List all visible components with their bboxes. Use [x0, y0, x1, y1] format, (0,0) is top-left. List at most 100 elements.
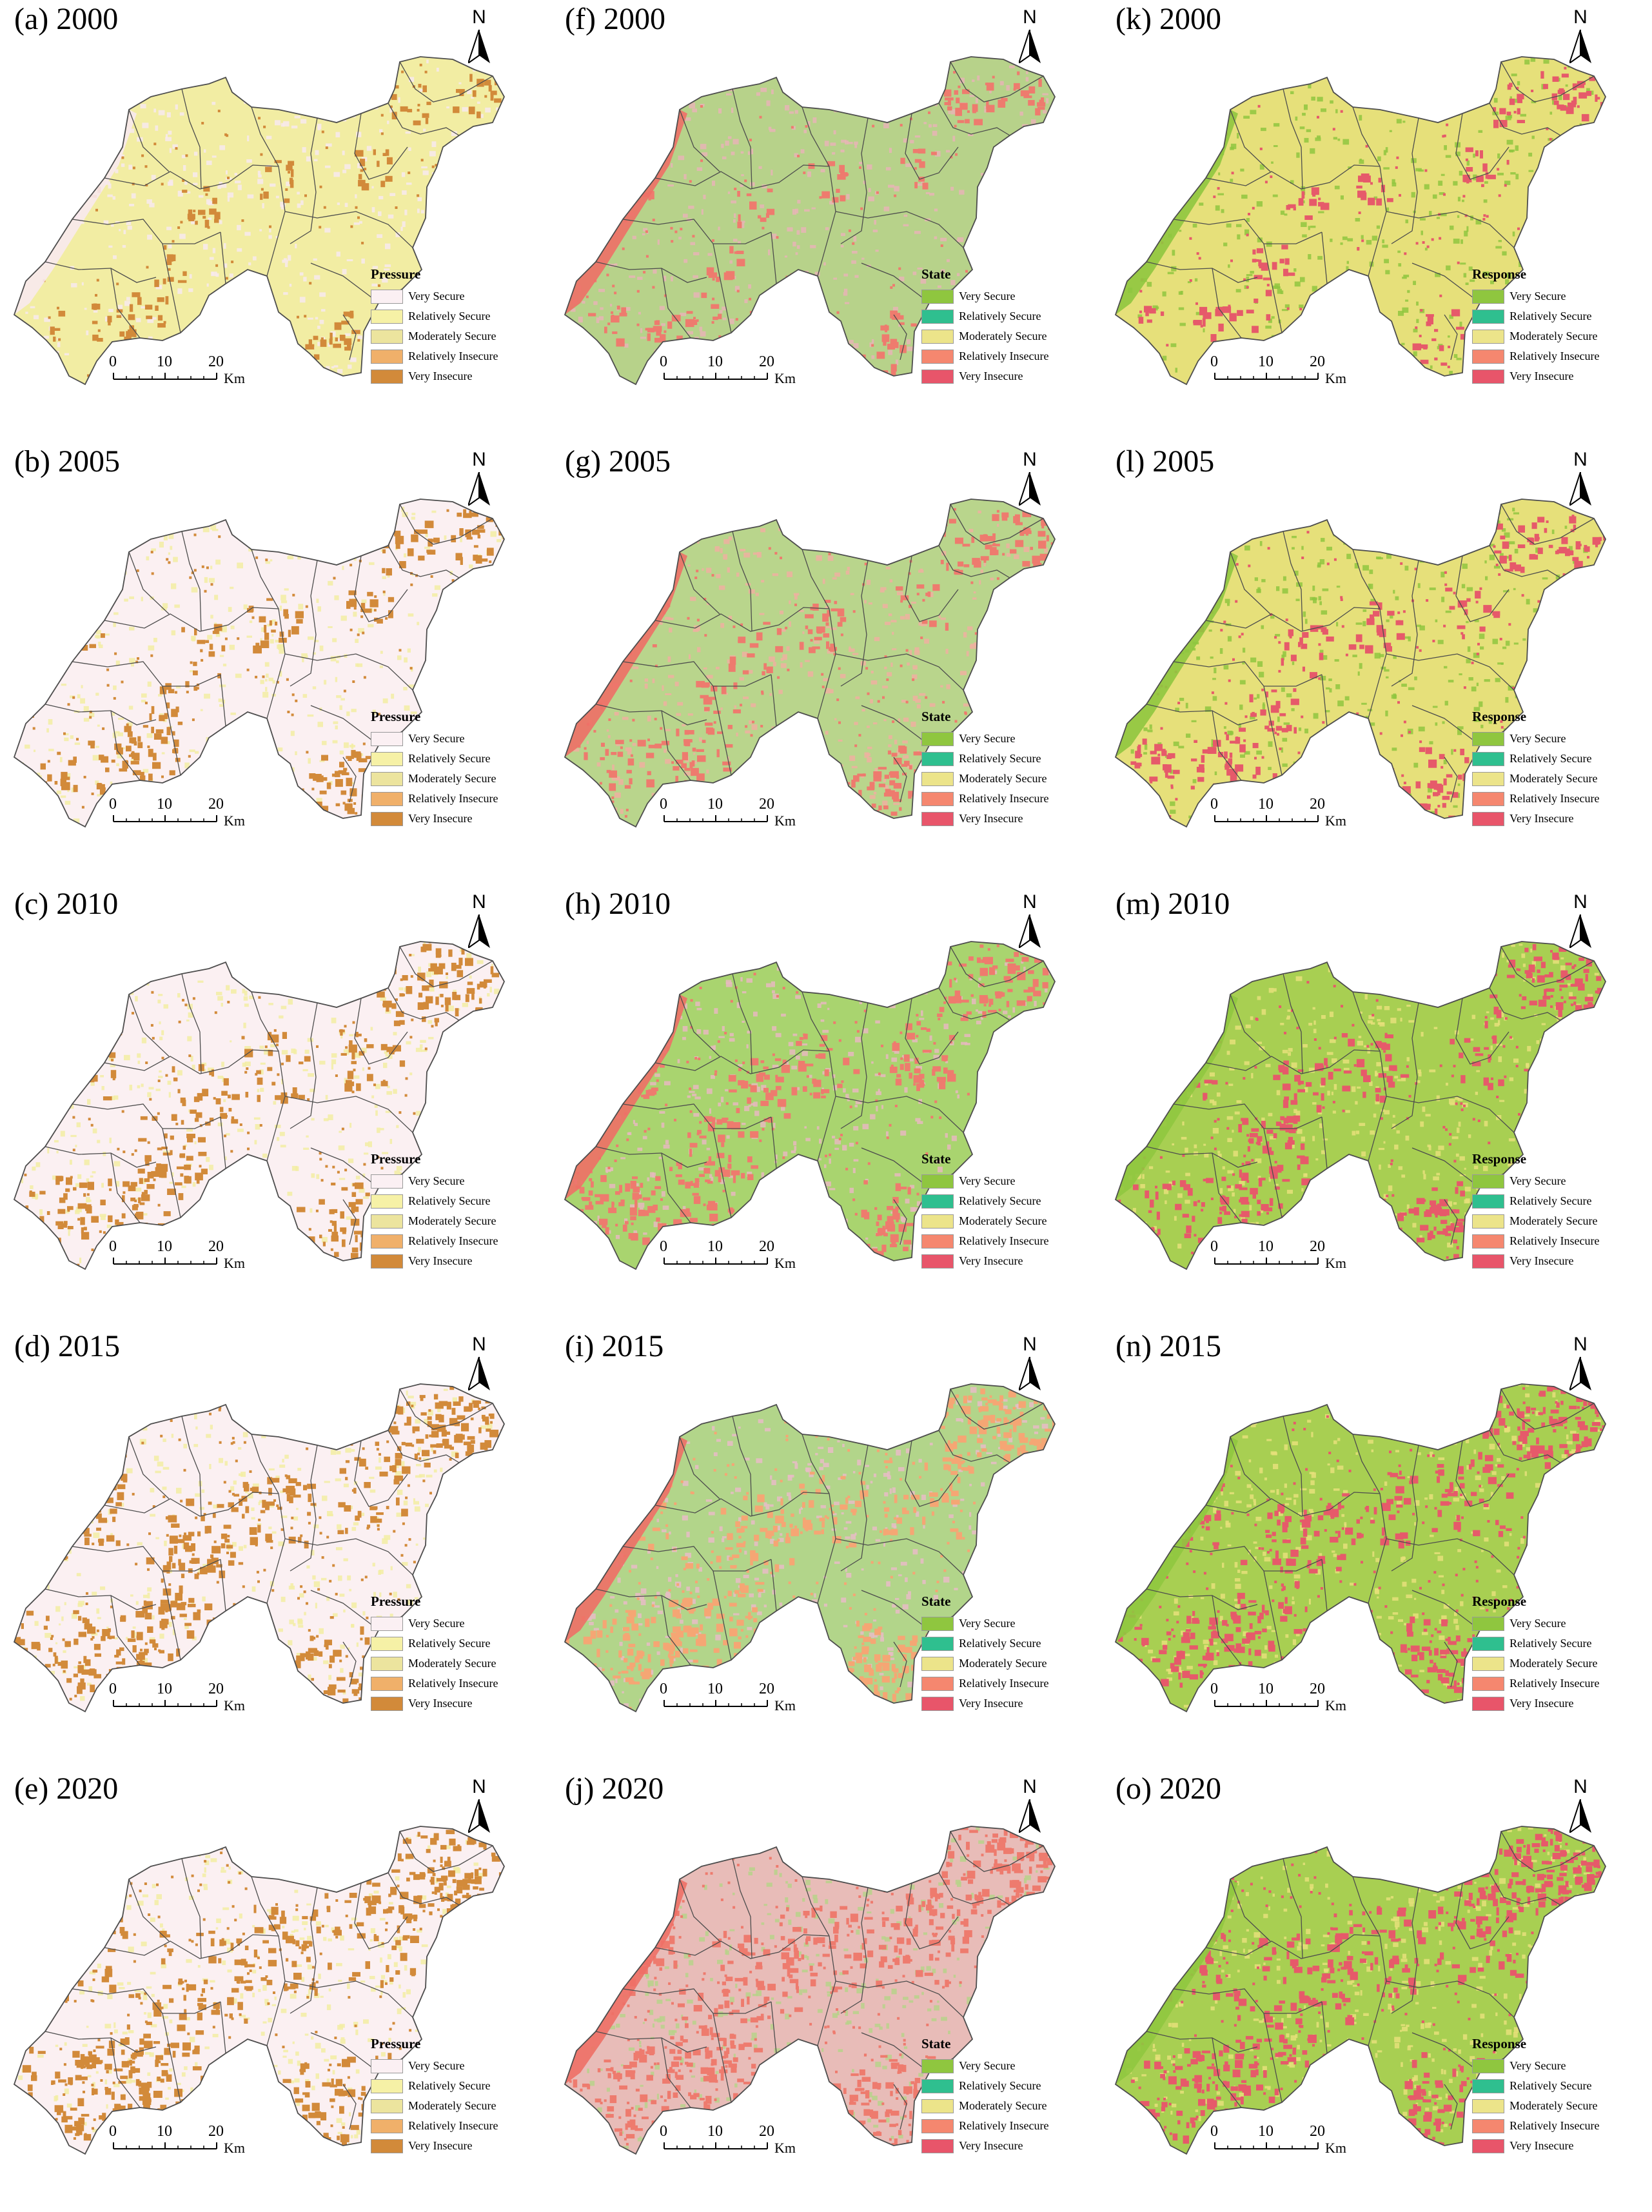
- legend-swatch: [921, 2079, 954, 2093]
- legend-item: Very Secure: [921, 729, 1096, 749]
- legend-item: Relatively Insecure: [371, 346, 545, 366]
- legend-swatch: [1472, 752, 1504, 766]
- legend-swatch: [921, 2059, 954, 2073]
- legend-label: Very Secure: [408, 290, 464, 303]
- legend-item: Moderately Secure: [921, 326, 1096, 346]
- legend-swatch: [921, 1637, 954, 1651]
- legend-label: Very Insecure: [408, 370, 472, 383]
- legend-label: Relatively Insecure: [959, 1234, 1048, 1248]
- legend-swatch: [921, 1617, 954, 1631]
- legend-label: Very Insecure: [408, 2139, 472, 2153]
- scale-unit: Km: [774, 1697, 796, 1714]
- legend-label: Very Insecure: [1509, 370, 1573, 383]
- legend-swatch: [371, 812, 403, 826]
- scale-tick-label: 20: [208, 1238, 224, 1256]
- legend-item: Relatively Insecure: [371, 1231, 545, 1251]
- legend-label: Relatively Insecure: [959, 2119, 1048, 2133]
- legend-label: Moderately Secure: [408, 2099, 496, 2113]
- legend-swatch: [1472, 792, 1504, 806]
- legend-item: Relatively Secure: [921, 1634, 1096, 1654]
- scale-tick-label: 0: [660, 1238, 667, 1256]
- scale-tick-label: 20: [1310, 796, 1325, 813]
- legend-label: Very Secure: [408, 1617, 464, 1630]
- scale-tick-label: 10: [157, 796, 172, 813]
- legend-swatch: [921, 1254, 954, 1269]
- legend-title: Pressure: [371, 1594, 545, 1610]
- legend-swatch: [921, 1174, 954, 1189]
- legend-title: Pressure: [371, 709, 545, 726]
- legend-item: Moderately Secure: [921, 1211, 1096, 1231]
- legend-label: Very Secure: [1509, 1617, 1566, 1630]
- legend-item: Very Insecure: [371, 809, 545, 829]
- legend-swatch: [1472, 2099, 1504, 2113]
- legend-item: Very Insecure: [1472, 366, 1646, 386]
- legend-label: Very Secure: [408, 2059, 464, 2073]
- legend-label: Moderately Secure: [408, 1657, 496, 1670]
- legend-label: Relatively Secure: [408, 752, 490, 765]
- north-label: N: [1014, 1334, 1046, 1356]
- scale-tick-label: 10: [1258, 796, 1273, 813]
- scale-tick-label: 0: [109, 796, 117, 813]
- legend-item: Very Insecure: [1472, 1694, 1646, 1713]
- legend-swatch: [921, 772, 954, 786]
- legend-item: Relatively Insecure: [1472, 1674, 1646, 1694]
- scale-tick-label: 20: [1310, 2123, 1325, 2140]
- scale-unit: Km: [774, 1255, 796, 1272]
- legend-item: Moderately Secure: [921, 769, 1096, 789]
- legend-item: Relatively Insecure: [371, 789, 545, 809]
- legend-swatch: [371, 752, 403, 766]
- legend-label: Very Secure: [408, 732, 464, 746]
- legend-item: Relatively Insecure: [921, 789, 1096, 809]
- legend-label: Very Insecure: [959, 1697, 1023, 1710]
- legend-item: Very Insecure: [1472, 809, 1646, 829]
- legend-swatch: [1472, 1637, 1504, 1651]
- legend-item: Relatively Secure: [1472, 1634, 1646, 1654]
- legend-item: Very Insecure: [371, 1251, 545, 1271]
- legend-swatch: [371, 1617, 403, 1631]
- scale-tick-label: 0: [660, 353, 667, 371]
- legend-label: Relatively Secure: [408, 310, 490, 323]
- legend-title: Response: [1472, 1151, 1646, 1168]
- legend-item: Relatively Secure: [371, 1634, 545, 1654]
- north-label: N: [1014, 1776, 1046, 1798]
- scale-unit: Km: [774, 813, 796, 829]
- legend-swatch: [371, 732, 403, 746]
- scale-tick-label: 0: [1210, 1238, 1218, 1256]
- legend-swatch: [921, 1234, 954, 1249]
- legend-label: Very Insecure: [959, 2139, 1023, 2153]
- legend-item: Very Secure: [371, 286, 545, 306]
- legend-label: Very Insecure: [959, 812, 1023, 825]
- legend-item: Relatively Secure: [921, 749, 1096, 769]
- legend-swatch: [371, 1214, 403, 1229]
- legend-swatch: [371, 772, 403, 786]
- legend-label: Relatively Insecure: [959, 1677, 1048, 1690]
- legend-swatch: [1472, 1174, 1504, 1189]
- legend-item: Very Secure: [921, 2056, 1096, 2076]
- legend-swatch: [371, 792, 403, 806]
- scale-unit: Km: [1325, 1697, 1346, 1714]
- scale-tick-label: 10: [1258, 1681, 1273, 1698]
- legend-swatch: [371, 1657, 403, 1671]
- legend-title: State: [921, 709, 1096, 726]
- scale-tick-label: 0: [1210, 796, 1218, 813]
- scale-tick-label: 0: [1210, 353, 1218, 371]
- legend-item: Moderately Secure: [371, 326, 545, 346]
- legend-label: Relatively Insecure: [408, 792, 498, 805]
- scale-tick-label: 20: [759, 796, 774, 813]
- legend-label: Relatively Insecure: [408, 2119, 498, 2133]
